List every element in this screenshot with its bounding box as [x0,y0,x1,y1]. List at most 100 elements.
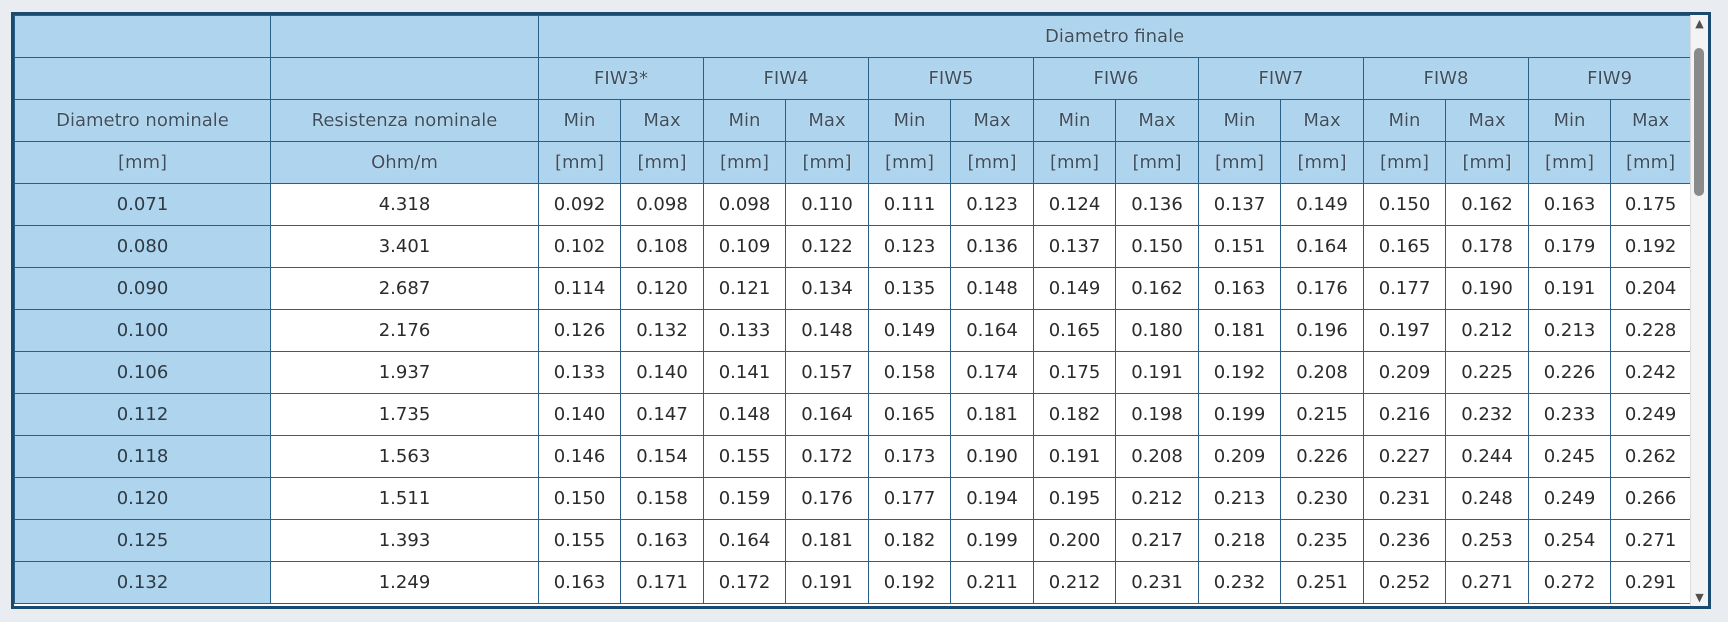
min-value-cell: 0.213 [1198,477,1281,520]
table-viewport[interactable]: Diametro finale FIW3* FIW4 FIW5 FIW6 FIW… [14,15,1691,606]
nominal-resistance-cell: 1.735 [270,393,539,436]
min-value-cell: 0.135 [868,267,951,310]
max-header: Max [950,99,1034,142]
max-value-cell: 0.176 [785,477,869,520]
max-value-cell: 0.208 [1115,435,1199,478]
nominal-diameter-cell: 0.112 [14,393,271,436]
max-value-cell: 0.181 [785,519,869,562]
triangle-up-icon[interactable]: ▲ [1695,17,1704,30]
min-value-cell: 0.218 [1198,519,1281,562]
min-value-cell: 0.155 [703,435,786,478]
max-header: Max [1609,99,1691,142]
nominal-diameter-cell: 0.090 [14,267,271,310]
grade-header: FIW3* [538,57,704,100]
min-value-cell: 0.109 [703,225,786,268]
header-row-grades: FIW3* FIW4 FIW5 FIW6 FIW7 FIW8 FIW9 [14,57,1691,100]
min-value-cell: 0.231 [1363,477,1446,520]
max-value-cell: 0.242 [1609,351,1691,394]
min-value-cell: 0.232 [1198,561,1281,604]
max-value-cell: 0.249 [1609,393,1691,436]
max-value-cell: 0.149 [1280,183,1364,226]
min-value-cell: 0.209 [1198,435,1281,478]
unit-header: [mm] [620,141,704,184]
vertical-scrollbar[interactable]: ▲ ▼ [1690,15,1708,606]
max-value-cell: 0.164 [785,393,869,436]
max-value-cell: 0.158 [620,477,704,520]
unit-header: [mm] [1528,141,1611,184]
max-value-cell: 0.110 [785,183,869,226]
nominal-resistance-cell: 1.937 [270,351,539,394]
max-value-cell: 0.198 [1115,393,1199,436]
min-value-cell: 0.123 [868,225,951,268]
min-value-cell: 0.159 [703,477,786,520]
min-value-cell: 0.158 [868,351,951,394]
table-row: 0.106 1.937 0.133 0.140 0.141 0.157 0.158 0.174… [14,351,1691,394]
min-header: Min [868,99,951,142]
min-value-cell: 0.227 [1363,435,1446,478]
min-value-cell: 0.151 [1198,225,1281,268]
unit-header: [mm] [950,141,1034,184]
triangle-down-icon[interactable]: ▼ [1695,591,1704,604]
unit-header: [mm] [538,141,621,184]
min-value-cell: 0.272 [1528,561,1611,604]
min-value-cell: 0.200 [1033,519,1116,562]
max-value-cell: 0.162 [1115,267,1199,310]
unit-header: [mm] [1115,141,1199,184]
max-value-cell: 0.208 [1280,351,1364,394]
nominal-diameter-cell: 0.125 [14,519,271,562]
max-value-cell: 0.244 [1445,435,1529,478]
max-value-cell: 0.164 [950,309,1034,352]
grade-header: FIW6 [1033,57,1199,100]
max-value-cell: 0.191 [1115,351,1199,394]
max-value-cell: 0.123 [950,183,1034,226]
max-value-cell: 0.180 [1115,309,1199,352]
header-empty-cell [14,57,271,100]
min-value-cell: 0.192 [868,561,951,604]
max-value-cell: 0.196 [1280,309,1364,352]
grade-header: FIW7 [1198,57,1364,100]
max-value-cell: 0.262 [1609,435,1691,478]
min-value-cell: 0.165 [1363,225,1446,268]
unit-header: [mm] [703,141,786,184]
max-value-cell: 0.148 [785,309,869,352]
table-row: 0.100 2.176 0.126 0.132 0.133 0.148 0.149 0.164… [14,309,1691,352]
max-value-cell: 0.230 [1280,477,1364,520]
max-value-cell: 0.192 [1609,225,1691,268]
max-value-cell: 0.271 [1445,561,1529,604]
nominal-diameter-cell: 0.080 [14,225,271,268]
nominal-resistance-cell: 1.511 [270,477,539,520]
max-value-cell: 0.171 [620,561,704,604]
nominal-resistance-cell: 2.687 [270,267,539,310]
nominal-diameter-cell: 0.106 [14,351,271,394]
max-value-cell: 0.172 [785,435,869,478]
min-value-cell: 0.212 [1033,561,1116,604]
header-empty-cell [270,15,539,58]
max-value-cell: 0.178 [1445,225,1529,268]
min-value-cell: 0.098 [703,183,786,226]
max-value-cell: 0.291 [1609,561,1691,604]
nominal-resistance-cell: 1.563 [270,435,539,478]
table-row: 0.112 1.735 0.140 0.147 0.148 0.164 0.165 0.181… [14,393,1691,436]
nominal-diameter-cell: 0.118 [14,435,271,478]
max-value-cell: 0.120 [620,267,704,310]
max-value-cell: 0.122 [785,225,869,268]
min-value-cell: 0.141 [703,351,786,394]
unit-header: Ohm/m [270,141,539,184]
min-value-cell: 0.197 [1363,309,1446,352]
nominal-resistance-cell: 1.393 [270,519,539,562]
min-value-cell: 0.192 [1198,351,1281,394]
min-value-cell: 0.249 [1528,477,1611,520]
min-value-cell: 0.150 [538,477,621,520]
min-value-cell: 0.163 [1528,183,1611,226]
column-header-nominal-diameter: Diametro nominale [14,99,271,142]
min-value-cell: 0.181 [1198,309,1281,352]
unit-header: [mm] [1445,141,1529,184]
table-row: 0.118 1.563 0.146 0.154 0.155 0.172 0.173 0.190… [14,435,1691,478]
min-value-cell: 0.150 [1363,183,1446,226]
min-header: Min [1033,99,1116,142]
min-value-cell: 0.137 [1198,183,1281,226]
min-header: Min [1363,99,1446,142]
min-value-cell: 0.182 [1033,393,1116,436]
max-value-cell: 0.181 [950,393,1034,436]
scrollbar-thumb[interactable] [1694,48,1704,196]
